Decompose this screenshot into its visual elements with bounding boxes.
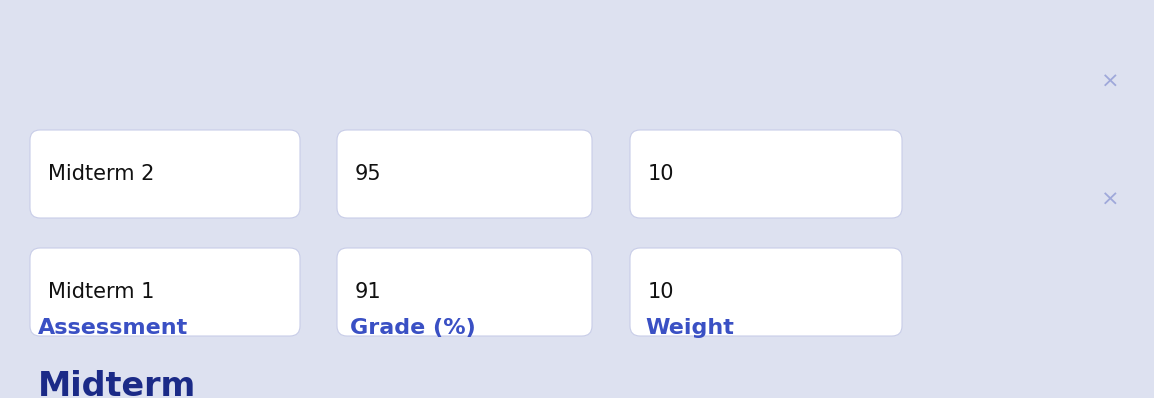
FancyBboxPatch shape: [337, 130, 592, 218]
Text: Assessment: Assessment: [38, 318, 188, 338]
Text: 10: 10: [649, 282, 674, 302]
FancyBboxPatch shape: [30, 248, 300, 336]
FancyBboxPatch shape: [337, 248, 592, 336]
Text: 91: 91: [355, 282, 382, 302]
Text: ×: ×: [1101, 72, 1119, 92]
Text: 95: 95: [355, 164, 382, 184]
FancyBboxPatch shape: [630, 130, 902, 218]
Text: Grade (%): Grade (%): [350, 318, 475, 338]
FancyBboxPatch shape: [30, 130, 300, 218]
Text: Weight: Weight: [645, 318, 734, 338]
Text: Midterm 1: Midterm 1: [48, 282, 155, 302]
Text: Midterm: Midterm: [38, 370, 196, 398]
Text: Midterm 2: Midterm 2: [48, 164, 155, 184]
Text: ×: ×: [1101, 190, 1119, 210]
FancyBboxPatch shape: [630, 248, 902, 336]
Text: 10: 10: [649, 164, 674, 184]
